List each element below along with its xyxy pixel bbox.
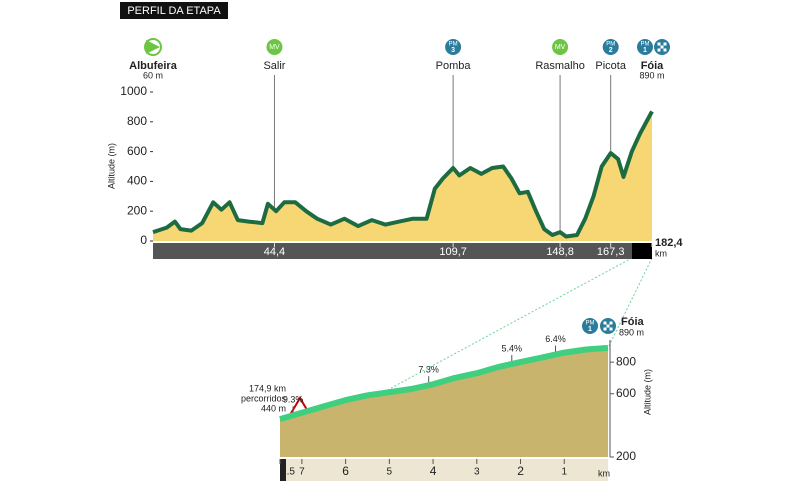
x-axis-end — [632, 243, 652, 259]
x-tick-label: 182,4 — [655, 237, 683, 249]
place-name: Picota — [595, 60, 626, 72]
start-annotation: 440 m — [261, 403, 286, 413]
y-tick-label: 0 — [140, 233, 147, 247]
x-tick-label: 4 — [430, 464, 437, 478]
y-tick-label: 400 — [127, 174, 147, 188]
place-name: Pomba — [436, 60, 472, 72]
gradient-label: 7.3% — [418, 365, 439, 375]
finish-flag-square — [609, 321, 613, 325]
x-tick-label: 1 — [561, 467, 567, 478]
place-name: Salir — [263, 60, 285, 72]
place-name: Albufeira — [129, 60, 178, 72]
y-axis-label: Altitude (m) — [106, 143, 116, 189]
x-tick-label: 148,8 — [546, 246, 574, 258]
y-tick-label: 800 — [127, 114, 147, 128]
gradient-label: 9.3% — [283, 395, 304, 405]
badge-rank: 2 — [609, 47, 613, 54]
x-tick-label: 2 — [517, 464, 524, 478]
y-tick-label: 600 — [127, 144, 147, 158]
finish-flag-square — [609, 327, 613, 331]
summit-altitude: 890 m — [619, 327, 644, 337]
x-tick-label: 3 — [474, 467, 480, 478]
badge-label: MV — [555, 44, 566, 51]
place-altitude: 890 m — [639, 70, 664, 80]
x-tick-label: 7.5 — [281, 467, 295, 478]
x-tick-label: 7 — [299, 467, 305, 478]
x-axis-start — [280, 459, 286, 481]
x-tick-label: 167,3 — [597, 246, 625, 258]
x-unit: km — [598, 468, 610, 478]
finish-flag-square — [660, 45, 664, 49]
x-axis-bar — [280, 459, 608, 481]
badge — [552, 39, 569, 55]
y-tick-label: 600 — [616, 386, 636, 400]
badge-rank: 1 — [643, 47, 647, 54]
finish-flag-square — [603, 321, 607, 325]
start-annotation: percorridos — [241, 393, 287, 403]
title-box — [120, 2, 228, 19]
badge — [582, 318, 598, 334]
start-icon — [146, 40, 160, 54]
badge-label: PM — [641, 42, 650, 48]
badge — [602, 39, 619, 55]
start-icon-ring — [144, 38, 162, 56]
badge — [266, 39, 283, 55]
badge-label: PM — [586, 321, 595, 327]
finish-flag-square — [663, 48, 667, 52]
badge — [445, 39, 462, 55]
y-tick-label: 1000 — [120, 84, 147, 98]
badge-rank: 3 — [451, 47, 455, 54]
x-tick-label: 109,7 — [439, 246, 467, 258]
finish-flag-square — [606, 324, 610, 328]
profile-area — [280, 347, 608, 457]
gradient-label: 5.4% — [502, 343, 523, 353]
summit-name: Fóia — [621, 316, 644, 328]
finish-flag-square — [603, 327, 607, 331]
zoom-guide — [607, 257, 653, 349]
gradient-label: 6.4% — [545, 334, 566, 344]
badge — [637, 39, 653, 55]
y-tick-label: 200 — [616, 449, 636, 463]
place-name: Rasmalho — [535, 60, 585, 72]
y-tick-label: 800 — [616, 354, 636, 368]
chart-title: PERFIL DA ETAPA — [127, 5, 221, 17]
badge-rank: 1 — [588, 326, 592, 333]
profile-line — [152, 110, 654, 239]
profile-line — [279, 344, 609, 422]
y-axis-label: Altitude (m) — [642, 369, 652, 415]
x-unit: km — [655, 248, 667, 258]
x-axis-bar — [153, 243, 652, 259]
y-tick-label: 200 — [127, 203, 147, 217]
place-name: Fóia — [641, 60, 664, 72]
place-altitude: 60 m — [143, 70, 163, 80]
x-tick-label: 6 — [342, 464, 349, 478]
badge-label: PM — [606, 42, 615, 48]
finish-flag-square — [663, 42, 667, 46]
finish-flag-square — [657, 48, 661, 52]
badge-label: PM — [449, 42, 458, 48]
x-tick-label: 5 — [387, 467, 393, 478]
x-tick-label: 44,4 — [264, 246, 285, 258]
badge-label: MV — [269, 44, 280, 51]
profile-area — [153, 111, 652, 242]
finish-flag-square — [657, 42, 661, 46]
start-annotation: 174,9 km — [249, 383, 286, 393]
